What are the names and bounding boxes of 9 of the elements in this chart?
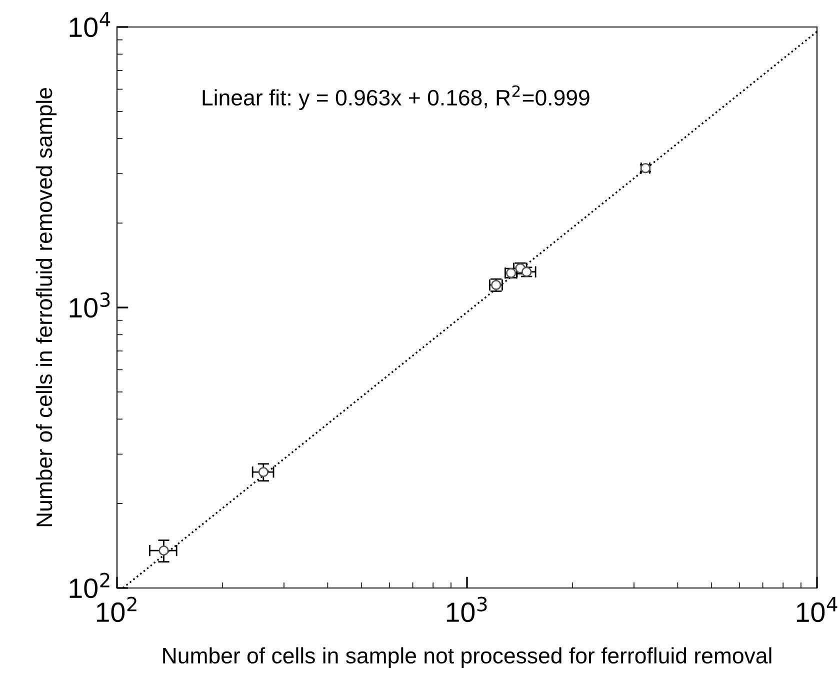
x-tick-label: 10$^{3}$ [446,596,487,622]
x-axis-title: Number of cells in sample not processed for ferrofluid removal [163,647,772,668]
y-axis-title: Number of cells in ferrofluid removed sample [36,88,57,526]
y-tick-label: 10$^{2}$ [70,572,110,598]
x-tick-label: 10$^{4}$ [796,597,838,622]
annotation: Linear fit: y = 0.963x + 0.168, R$^{2}$=0.999 [202,85,590,110]
y-tick-label: 10$^{3}$ [70,292,110,318]
y-tick-label: 10$^{4}$ [70,12,110,38]
x-tick-label: 10$^{2}$ [96,596,136,622]
